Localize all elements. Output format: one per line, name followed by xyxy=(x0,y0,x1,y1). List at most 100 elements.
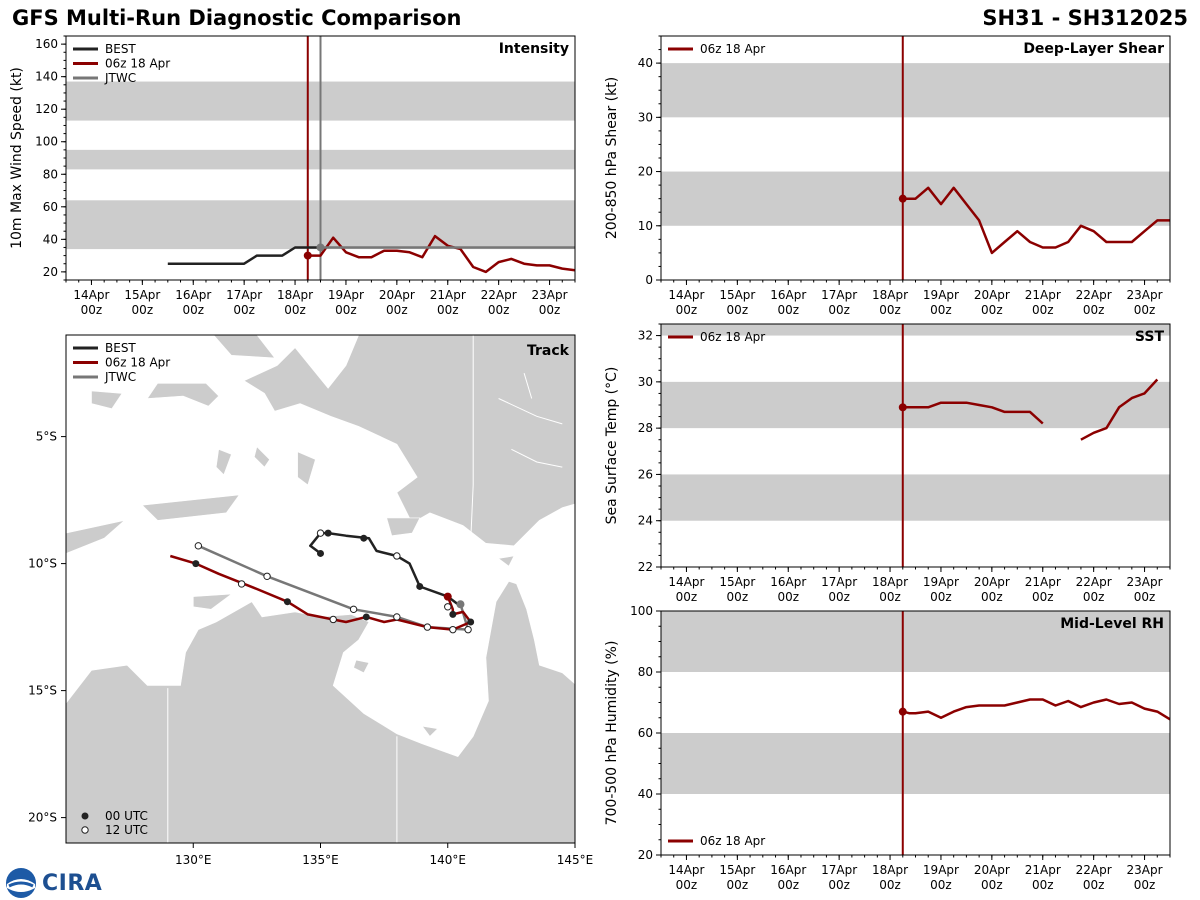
track-panel: 130°E 135°E 140°E 145°E 5°S 10°S 15°S 20°S Track… xyxy=(28,334,594,867)
x-tick-hour: 00z xyxy=(1083,590,1105,604)
init-marker xyxy=(316,243,325,252)
y-tick-label: 40 xyxy=(43,232,58,246)
panel-title: Deep-Layer Shear xyxy=(1023,41,1164,57)
track-point-00utc xyxy=(467,618,475,626)
x-tick-day: 17Apr xyxy=(821,863,857,877)
x-tick-hour: 00z xyxy=(879,878,901,892)
x-tick-hour: 00z xyxy=(676,590,698,604)
panel-title: SST xyxy=(1135,329,1165,345)
x-tick-hour: 00z xyxy=(727,590,749,604)
x-tick-hour: 00z xyxy=(81,303,103,317)
x-tick-hour: 00z xyxy=(676,878,698,892)
track-point-12utc xyxy=(316,529,325,537)
x-tick-day: 16Apr xyxy=(175,288,211,302)
x-tick-day: 16Apr xyxy=(770,288,806,302)
track-point-12utc xyxy=(449,625,457,634)
y-tick-label: 30 xyxy=(638,375,653,389)
legend-label: 00 UTC xyxy=(105,809,148,823)
x-tick-hour: 00z xyxy=(981,590,1003,604)
x-tick-day: 19Apr xyxy=(923,863,959,877)
legend-label: 12 UTC xyxy=(105,823,148,837)
land-shape xyxy=(215,448,232,476)
track-point-00utc xyxy=(283,598,291,606)
land-shape xyxy=(386,517,421,537)
lon-tick-label: 140°E xyxy=(430,853,467,867)
x-tick-day: 21Apr xyxy=(430,288,466,302)
x-tick-day: 17Apr xyxy=(821,575,857,589)
track-point-00utc xyxy=(449,610,457,618)
storm-id-label: SH31 - SH312025 xyxy=(982,6,1188,30)
x-tick-hour: 00z xyxy=(1134,303,1156,317)
figure-title: GFS Multi-Run Diagnostic Comparison xyxy=(12,6,462,30)
y-tick-label: 20 xyxy=(43,265,58,279)
track-point-00utc xyxy=(317,549,324,557)
x-tick-day: 23Apr xyxy=(1127,575,1163,589)
legend-marker-12utc xyxy=(81,826,89,834)
legend-label: JTWC xyxy=(104,71,136,85)
y-tick-label: 40 xyxy=(638,56,653,70)
track-point-12utc xyxy=(329,615,337,624)
rh-panel: 2040608010014Apr00z15Apr00z16Apr00z17Apr… xyxy=(604,604,1171,892)
x-tick-hour: 00z xyxy=(727,878,749,892)
intensity-panel: 2040608010012014016014Apr00z15Apr00z16Ap… xyxy=(9,35,576,317)
x-tick-day: 15Apr xyxy=(124,288,160,302)
x-tick-hour: 00z xyxy=(1032,303,1054,317)
x-tick-hour: 00z xyxy=(727,303,749,317)
series-line-06z-18-apr xyxy=(902,401,1044,425)
land-shape xyxy=(213,335,276,359)
legend-label: BEST xyxy=(105,341,136,355)
border-line xyxy=(523,372,533,399)
track-line-06z-18-apr xyxy=(169,554,472,631)
border-line xyxy=(470,335,474,541)
x-tick-hour: 00z xyxy=(777,590,799,604)
x-tick-day: 19Apr xyxy=(923,575,959,589)
x-tick-day: 21Apr xyxy=(1025,863,1061,877)
x-tick-hour: 00z xyxy=(386,303,408,317)
x-tick-day: 15Apr xyxy=(719,575,755,589)
x-tick-hour: 00z xyxy=(182,303,204,317)
init-marker xyxy=(303,251,312,260)
x-tick-hour: 00z xyxy=(1032,878,1054,892)
init-marker xyxy=(898,194,907,203)
y-tick-label: 60 xyxy=(638,726,653,740)
x-tick-day: 22Apr xyxy=(1076,863,1112,877)
x-tick-day: 16Apr xyxy=(770,575,806,589)
y-tick-label: 20 xyxy=(638,165,653,179)
x-tick-hour: 00z xyxy=(437,303,459,317)
x-tick-hour: 00z xyxy=(132,303,154,317)
track-point-12utc xyxy=(237,580,246,588)
sst-panel: 22242628303214Apr00z15Apr00z16Apr00z17Ap… xyxy=(604,323,1171,604)
logo-text: CIRA xyxy=(42,870,103,896)
y-tick-label: 28 xyxy=(638,421,653,435)
land-shape xyxy=(297,451,316,486)
y-tick-label: 80 xyxy=(638,665,653,679)
legend-label: 06z 18 Apr xyxy=(105,57,170,71)
gray-band xyxy=(661,611,1170,672)
x-tick-hour: 00z xyxy=(1134,878,1156,892)
series-line-best xyxy=(167,246,321,265)
y-tick-label: 80 xyxy=(43,167,58,181)
y-tick-label: 0 xyxy=(645,273,653,287)
axes-frame xyxy=(660,323,1171,568)
land-shape xyxy=(66,581,575,843)
border-line xyxy=(511,448,563,468)
gray-band xyxy=(661,733,1170,794)
legend-label: BEST xyxy=(105,42,136,56)
x-tick-day: 20Apr xyxy=(974,863,1010,877)
x-tick-day: 17Apr xyxy=(226,288,262,302)
x-tick-hour: 00z xyxy=(777,878,799,892)
y-tick-label: 60 xyxy=(43,200,58,214)
x-tick-day: 23Apr xyxy=(532,288,568,302)
x-tick-hour: 00z xyxy=(930,878,952,892)
plot-area xyxy=(66,36,575,280)
plot-area xyxy=(661,324,1170,567)
track-point-00utc xyxy=(362,613,370,621)
lat-tick-label: 20°S xyxy=(28,811,57,825)
series-line-06z-18-apr xyxy=(1080,378,1159,441)
x-tick-day: 20Apr xyxy=(974,288,1010,302)
x-tick-hour: 00z xyxy=(828,303,850,317)
land-shape xyxy=(421,725,439,737)
noaa-cira-logo: CIRA xyxy=(4,866,102,900)
lon-tick-label: 145°E xyxy=(557,853,594,867)
x-tick-day: 23Apr xyxy=(1127,288,1163,302)
